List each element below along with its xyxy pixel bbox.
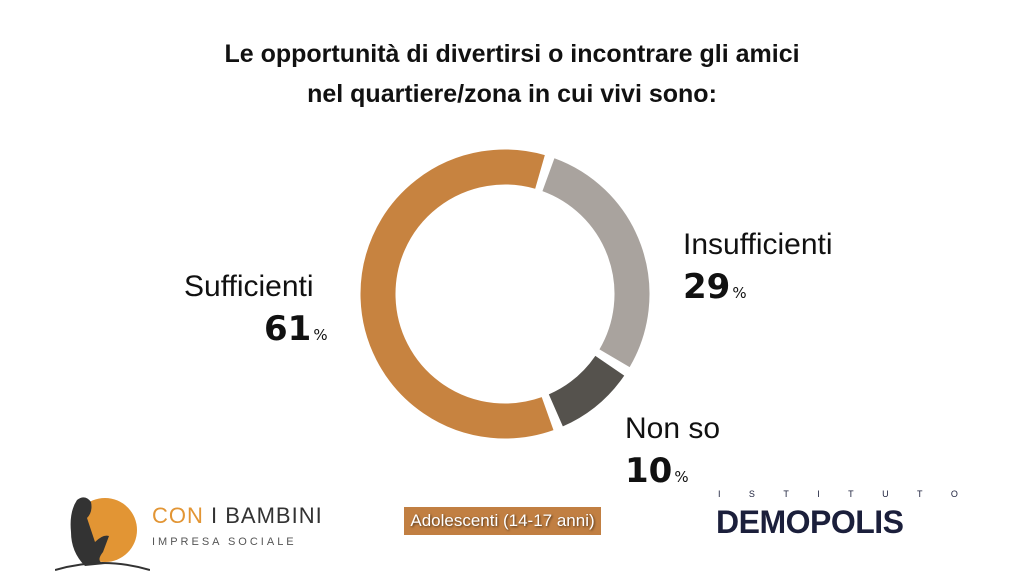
istituto-letter: S (748, 489, 755, 499)
title-line-2: nel quartiere/zona in cui vivi sono: (307, 80, 717, 108)
value-number: 29 (683, 267, 731, 307)
label-sufficienti: Sufficienti (184, 270, 314, 303)
donut-slice-sufficienti (360, 149, 554, 439)
title-line-1: Le opportunità di divertirsi o incontrar… (224, 40, 800, 68)
value-unit: % (674, 468, 689, 486)
istituto-letter: I (718, 489, 721, 499)
value-nonso: 10% (625, 452, 689, 490)
demopolis-logo: DEMOPOLIS (716, 504, 904, 540)
value-insufficienti: 29% (683, 268, 747, 306)
istituto-letter: I (817, 489, 820, 499)
logo-con: CON (152, 503, 204, 528)
con-i-bambini-logo-icon (55, 497, 150, 571)
value-sufficienti: 61% (264, 310, 328, 348)
label-insufficienti: Insufficienti (683, 228, 833, 261)
donut-slice-non-so (548, 355, 625, 427)
istituto-letter: T (916, 489, 923, 499)
value-number: 61 (264, 309, 312, 349)
istituto-letter: O (950, 489, 958, 499)
istituto-letter: T (848, 489, 854, 499)
logo-subtitle: IMPRESA SOCIALE (152, 536, 297, 548)
chart-title: Le opportunità di divertirsi o incontrar… (0, 34, 1024, 114)
istituto-letter: U (882, 489, 889, 499)
istituto-letter: T (783, 489, 789, 499)
con-i-bambini-logo: CON I BAMBINI (152, 503, 323, 529)
donut-slice-insufficienti (542, 158, 650, 368)
value-unit: % (313, 326, 328, 344)
logo-bambini: I BAMBINI (203, 503, 323, 528)
value-unit: % (732, 284, 747, 302)
value-number: 10 (625, 451, 673, 491)
label-nonso: Non so (625, 412, 721, 445)
audience-badge: Adolescenti (14-17 anni) (404, 507, 601, 535)
